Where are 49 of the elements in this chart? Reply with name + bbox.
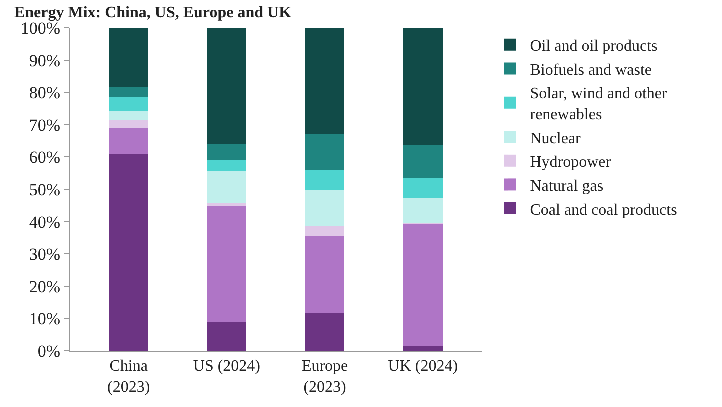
x-tick-label: UK (2024) <box>388 358 458 376</box>
bar <box>109 87 148 98</box>
chart-title: Energy Mix: China, US, Europe and UK <box>14 4 292 22</box>
bar <box>305 28 345 135</box>
bar <box>207 160 247 172</box>
bar <box>207 28 247 145</box>
x-tick-label: Europe (2023) <box>302 358 348 396</box>
bar <box>404 145 443 178</box>
y-tick-label: 20% <box>29 277 61 296</box>
bar <box>207 204 247 207</box>
bar <box>305 226 345 236</box>
bar <box>305 170 345 190</box>
legend-label: Nuclear <box>530 130 582 148</box>
y-tick-label: 60% <box>29 148 61 168</box>
y-tick-label: 30% <box>29 245 61 264</box>
x-tick-label: China (2023) <box>108 358 150 396</box>
bar <box>207 171 247 204</box>
legend-label: Natural gas <box>530 178 604 195</box>
x-tick-label: US (2024) <box>193 358 261 376</box>
legend-label: Oil and oil products <box>530 38 658 56</box>
y-tick-label: 40% <box>29 212 61 232</box>
legend-label: Biofuels and waste <box>530 62 652 79</box>
y-tick-label: 90% <box>29 51 61 70</box>
bar <box>109 120 148 128</box>
bar <box>404 28 443 146</box>
bar <box>305 134 345 170</box>
y-tick-label: 50% <box>29 180 61 200</box>
bar <box>404 346 443 351</box>
bar <box>305 190 345 226</box>
bar <box>109 128 148 154</box>
bar <box>109 154 148 351</box>
bar <box>109 111 148 121</box>
bar <box>404 198 443 223</box>
bar <box>305 312 345 351</box>
bar <box>207 206 247 323</box>
y-tick-label: 70% <box>29 116 61 135</box>
legend-label: Hydropower <box>530 154 612 172</box>
legend-label: Solar, wind and other renewables <box>530 86 668 124</box>
legend-label: Coal and coal products <box>530 202 678 219</box>
bar <box>404 178 443 199</box>
bar <box>207 322 247 351</box>
bar <box>109 97 148 112</box>
y-tick-label: 80% <box>29 84 61 103</box>
bar <box>109 28 148 88</box>
y-tick-label: 10% <box>29 310 61 329</box>
y-tick-label: 0% <box>38 342 61 361</box>
bar <box>305 236 345 313</box>
bar <box>207 144 247 160</box>
bar <box>404 224 443 346</box>
